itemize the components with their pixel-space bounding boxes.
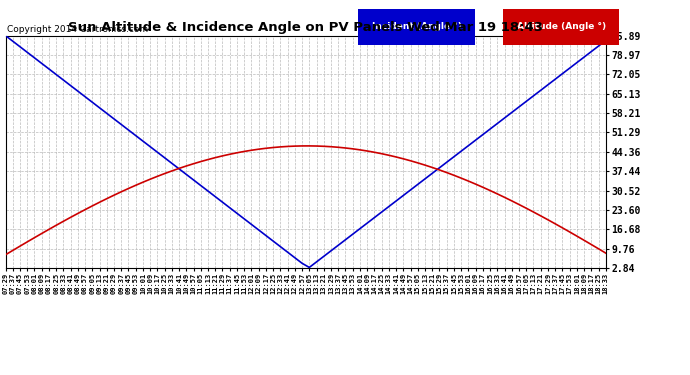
- Text: Altitude (Angle °): Altitude (Angle °): [517, 22, 606, 32]
- Text: Incident (Angle °): Incident (Angle °): [372, 22, 462, 32]
- Text: Copyright 2014 Cartronics.com: Copyright 2014 Cartronics.com: [7, 26, 148, 34]
- Title: Sun Altitude & Incidence Angle on PV Panels Wed Mar 19 18:43: Sun Altitude & Incidence Angle on PV Pan…: [68, 21, 543, 34]
